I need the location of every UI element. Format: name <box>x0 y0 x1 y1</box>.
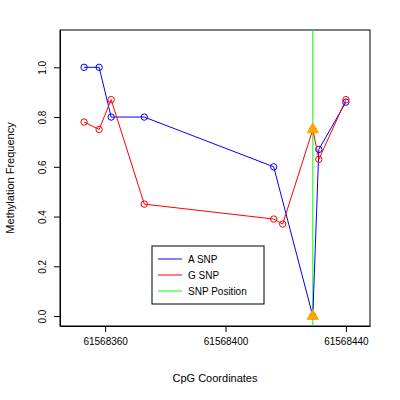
x-tick: 61568400 <box>204 326 249 347</box>
point <box>81 64 87 70</box>
snp-marker <box>307 123 318 133</box>
point <box>141 114 147 120</box>
legend-swatch <box>158 259 182 260</box>
y-tick-label: 0.8 <box>37 110 48 124</box>
point <box>108 114 114 120</box>
point <box>270 164 276 170</box>
x-tick-mark <box>226 326 227 332</box>
legend: A SNP G SNP SNP Position <box>152 246 264 304</box>
series-line <box>84 67 346 316</box>
y-tick-label: 1.0 <box>37 60 48 74</box>
y-tick: 0.8 <box>37 110 60 124</box>
y-tick-mark <box>54 217 60 218</box>
y-tick-mark <box>54 117 60 118</box>
x-tick-mark <box>346 326 347 332</box>
plot-area <box>81 30 349 326</box>
y-axis: 0.0 0.2 0.4 0.6 0.8 1.0 <box>37 31 61 327</box>
y-tick-mark <box>54 67 60 68</box>
legend-swatch <box>158 291 182 292</box>
point <box>280 221 286 227</box>
x-tick-label: 61568360 <box>83 336 128 347</box>
point <box>343 96 349 102</box>
x-tick: 61568440 <box>324 326 369 347</box>
point <box>108 96 114 102</box>
point <box>316 156 322 162</box>
point <box>96 64 102 70</box>
legend-label: G SNP <box>188 270 219 281</box>
point <box>270 216 276 222</box>
snp-marker <box>307 310 318 320</box>
legend-label: A SNP <box>188 254 218 265</box>
point <box>141 201 147 207</box>
x-tick-label: 61568400 <box>204 336 249 347</box>
x-axis: 61568360 61568400 61568440 <box>61 326 371 347</box>
legend-swatch <box>158 275 182 276</box>
x-tick: 61568360 <box>83 326 128 347</box>
y-tick: 0.4 <box>37 210 60 224</box>
y-tick: 0.2 <box>37 259 60 273</box>
series-line <box>84 100 346 224</box>
chart: 61568360 61568400 61568440 0.0 0.2 0.4 0.6 0.8 1… <box>0 0 400 400</box>
x-tick-label: 61568440 <box>324 336 369 347</box>
y-tick-mark <box>54 266 60 267</box>
y-tick-mark <box>54 316 60 317</box>
y-tick: 1.0 <box>37 60 60 74</box>
point <box>81 119 87 125</box>
point <box>96 126 102 132</box>
y-tick-label: 0.0 <box>37 309 48 323</box>
snp-line <box>312 30 313 326</box>
x-axis-title: CpG Coordinates <box>173 372 258 384</box>
plot-frame <box>60 30 370 326</box>
legend-label: SNP Position <box>188 286 247 297</box>
y-tick: 0.6 <box>37 160 60 174</box>
y-tick-mark <box>54 167 60 168</box>
x-tick-mark <box>105 326 106 332</box>
y-tick-label: 0.4 <box>37 210 48 224</box>
y-tick: 0.0 <box>37 309 60 323</box>
y-tick-label: 0.6 <box>37 160 48 174</box>
y-axis-title: Methylation Frequency <box>4 122 16 234</box>
legend-box <box>152 246 264 304</box>
y-tick-label: 0.2 <box>37 259 48 273</box>
